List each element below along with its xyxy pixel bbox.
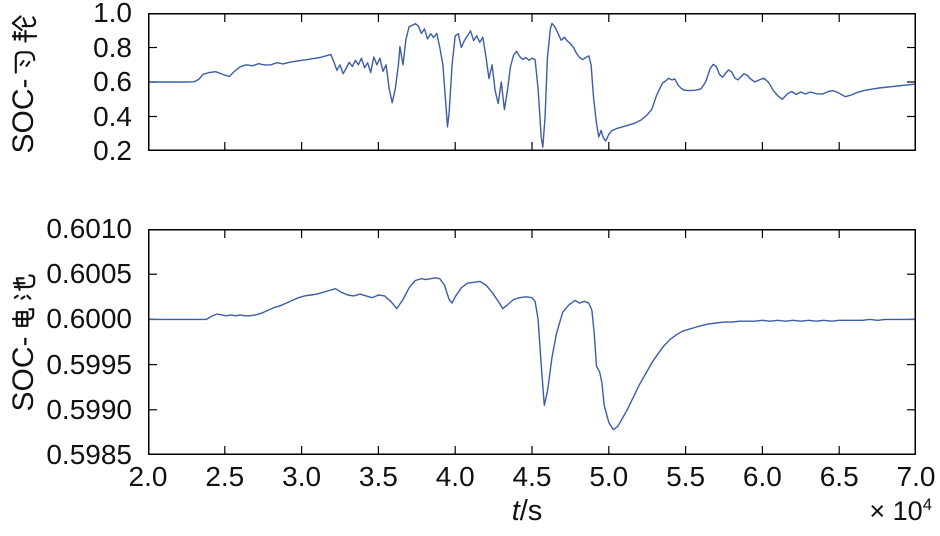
y-tick-label: 1.0 — [93, 0, 132, 28]
y-tick-labels-flywheel: 0.2 0.4 0.6 0.8 1.0 — [0, 0, 140, 536]
x-tick-label: 5.0 — [589, 461, 629, 492]
x-tick-label: 6.0 — [742, 461, 782, 492]
y-tick-labels-battery: 0.5985 0.5990 0.5995 0.6000 0.6005 0.6010 — [0, 0, 140, 536]
soc-battery-plot — [148, 229, 916, 455]
y-tick-label: 0.2 — [93, 135, 132, 166]
x-tick-label: 4.5 — [512, 461, 552, 492]
y-tick-label: 0.5985 — [46, 439, 132, 470]
x-tick-label: 4.0 — [435, 461, 475, 492]
y-tick-label: 0.4 — [93, 100, 132, 132]
x-tick-label: 3.0 — [282, 461, 322, 492]
cjk-lun-glyph — [11, 15, 37, 43]
y-axis-label-battery: SOC- — [7, 273, 40, 412]
y-tick-label: 0.5990 — [46, 393, 132, 425]
x-axis-variable: t — [511, 495, 520, 527]
soc-battery-series-line — [148, 277, 916, 431]
cjk-dian-glyph — [11, 308, 34, 327]
y-tick-label: 0.6000 — [46, 303, 132, 335]
x-tick-label: 5.5 — [666, 461, 706, 492]
axis-multiplier-base: × 10 — [869, 496, 923, 526]
axis-multiplier: × 104 — [869, 495, 932, 526]
x-tick-label: 6.5 — [819, 461, 859, 492]
x-axis-label: t/s — [512, 497, 543, 526]
y-tick-label: 0.8 — [93, 31, 132, 63]
y-tick-label: 0.6 — [93, 66, 132, 97]
y-tick-label: 0.6005 — [46, 258, 132, 290]
y-axis-label-flywheel: SOC- — [7, 15, 40, 154]
soc-flywheel-plot — [148, 13, 916, 151]
y-tick-label: 0.6010 — [46, 213, 132, 244]
y-tick-label: 0.5995 — [46, 348, 132, 380]
x-tick-label: 7.0 — [896, 461, 936, 492]
x-axis-unit: /s — [519, 495, 543, 527]
cjk-fei-glyph — [14, 51, 35, 74]
x-tick-label: 2.5 — [205, 461, 245, 492]
soc-flywheel-series-line — [148, 22, 916, 148]
axis-multiplier-exponent: 4 — [922, 495, 932, 514]
cjk-chi-glyph — [12, 274, 35, 300]
x-tick-label: 3.5 — [358, 461, 398, 492]
